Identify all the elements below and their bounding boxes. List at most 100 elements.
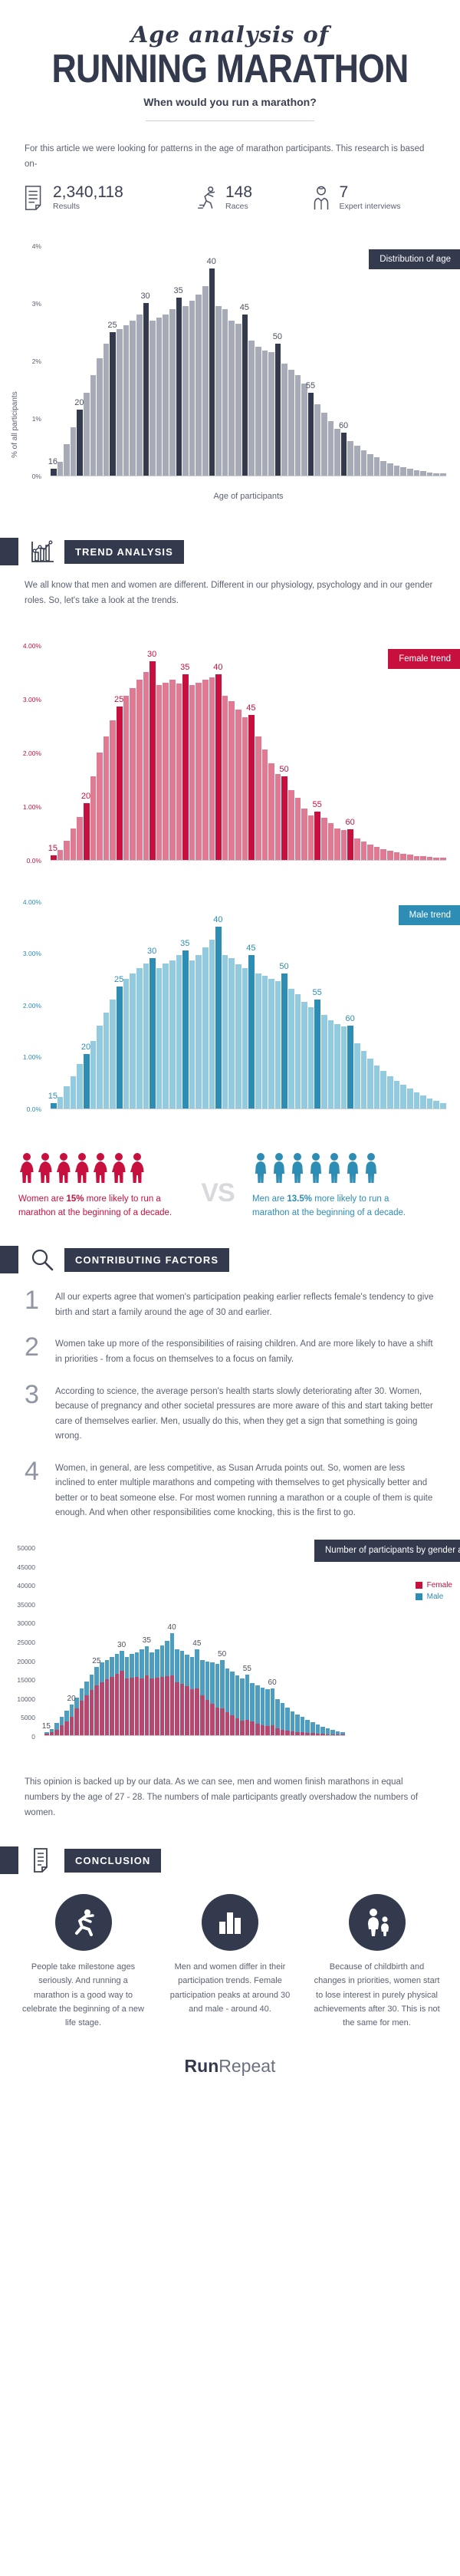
bar: [347, 441, 354, 476]
bar-value-label: 20: [80, 1042, 91, 1052]
y-axis-tick: 10000: [17, 1695, 35, 1703]
bar-female: [305, 1732, 310, 1735]
stat-results: 2,340,118 Results: [23, 184, 196, 211]
bar: [255, 973, 261, 1108]
section-trend-analysis: TREND ANALYSIS: [0, 538, 460, 566]
y-axis-tick: 0.0%: [26, 1105, 41, 1113]
bar-group: [69, 1705, 74, 1735]
bar-female: [199, 1695, 205, 1735]
bar-female: [124, 1678, 130, 1735]
bar: [123, 978, 130, 1108]
vs-separator: VS: [183, 1152, 252, 1208]
bar-female: [100, 1682, 104, 1735]
bar: [261, 749, 268, 860]
bar: [327, 1020, 334, 1108]
bar: [57, 1096, 64, 1108]
bar-value-label: 15: [48, 1091, 58, 1101]
runner-icon: [198, 186, 215, 209]
person-icon: [310, 1152, 321, 1183]
section-marker: [0, 1846, 18, 1875]
y-axis-tick: 45000: [17, 1563, 35, 1571]
bar-female: [225, 1712, 230, 1735]
vs-female-text: Women are 15% more likely to run a marat…: [18, 1194, 172, 1217]
y-axis-tick: 15000: [17, 1676, 35, 1685]
y-axis-tick: 30000: [17, 1619, 35, 1628]
chart-title-tag: Distribution of age: [369, 249, 460, 270]
bar-value-label: 20: [74, 398, 84, 408]
bar: [228, 957, 235, 1108]
bar: [288, 369, 294, 476]
bar-group: [195, 1649, 199, 1735]
stat-label: Expert interviews: [339, 202, 401, 212]
bar: [426, 857, 433, 860]
vs-male: Men are 13.5% more likely to run a marat…: [252, 1152, 417, 1220]
bar: [354, 446, 360, 476]
person-icon: [112, 1152, 126, 1183]
bar: [242, 968, 248, 1108]
bar: [373, 457, 380, 476]
bar-group: [220, 1659, 225, 1735]
bar-female: [310, 1733, 315, 1735]
factor-item: 2 Women take up more of the responsibilit…: [25, 1334, 435, 1367]
bar-female: [250, 1721, 255, 1735]
bar-group: [175, 1649, 179, 1735]
bar: [380, 848, 387, 860]
legend-swatch: [415, 1581, 422, 1589]
bar: [84, 392, 90, 476]
bar-value-label: 30: [140, 292, 150, 301]
bar: [248, 955, 255, 1108]
bar-value-label: 35: [180, 663, 190, 673]
icon-circle: [348, 1894, 406, 1952]
page-subtitle: When would you run a marathon?: [143, 96, 317, 109]
bar-value-label: 20: [80, 792, 91, 802]
bar: [150, 660, 156, 860]
bar: [117, 986, 123, 1108]
bar: [169, 680, 176, 860]
bar: [57, 849, 64, 860]
conclusion-text: Because of childbirth and changes in pri…: [314, 1962, 440, 2028]
bar-series: [51, 901, 447, 1108]
chart-male-trend: Male trend 0.0% 1.00% 2.00% 3.00% 4.00% 15 20…: [0, 884, 460, 1129]
bar: [163, 963, 169, 1108]
bar-value-label: 55: [312, 799, 322, 809]
x-axis: [44, 1734, 345, 1736]
bar: [248, 714, 255, 860]
bar: [314, 404, 320, 476]
bar: [387, 851, 393, 860]
bar: [176, 683, 182, 860]
bar: [400, 1085, 406, 1108]
bar: [136, 968, 143, 1108]
section-marker: [0, 538, 18, 566]
bar: [393, 465, 400, 476]
bar-female: [94, 1685, 100, 1735]
bar: [340, 1026, 347, 1108]
bar: [156, 968, 163, 1108]
bar: [274, 343, 281, 476]
female-group-icon: [18, 1152, 183, 1184]
y-axis-label: % of all participants: [11, 391, 19, 459]
person-icon: [57, 1152, 71, 1183]
bar-value-label: 45: [246, 703, 256, 713]
bar: [400, 467, 406, 476]
bar: [64, 841, 70, 860]
bar: [196, 682, 202, 860]
bar-value-label: 40: [213, 915, 223, 925]
bar-group: [205, 1661, 210, 1735]
bar: [367, 453, 373, 476]
bar-group: [210, 1662, 215, 1735]
bar-group: [260, 1688, 265, 1735]
bar: [123, 324, 130, 476]
bar: [274, 981, 281, 1108]
bar: [354, 838, 360, 860]
bar: [163, 315, 169, 476]
bar: [57, 461, 64, 476]
bar: [261, 350, 268, 476]
bar: [97, 1025, 103, 1108]
y-axis-tick: 4.00%: [22, 898, 41, 906]
legend-label: Male: [426, 1592, 444, 1601]
bar-group: [79, 1688, 84, 1735]
y-axis-tick: 0%: [31, 473, 41, 481]
y-axis-tick: 3.00%: [22, 695, 41, 703]
bar: [373, 1066, 380, 1108]
bar: [373, 846, 380, 860]
